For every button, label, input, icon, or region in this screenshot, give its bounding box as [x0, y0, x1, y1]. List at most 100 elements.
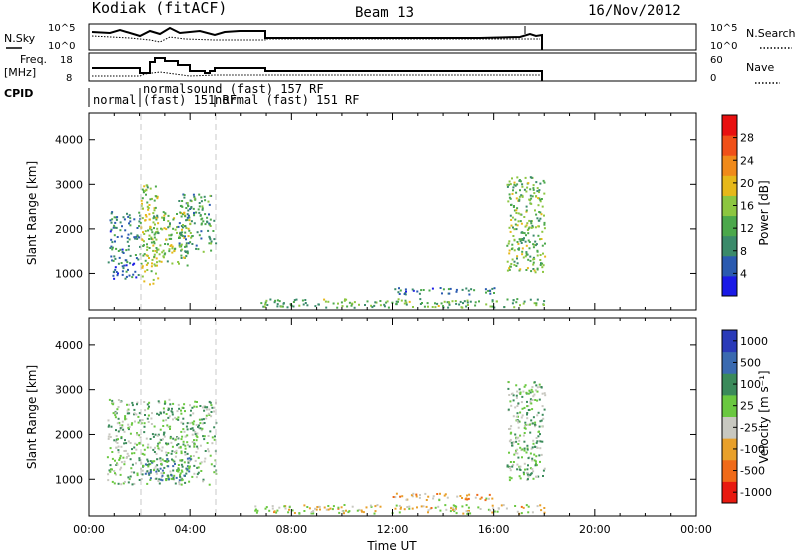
colorbar-swatch	[722, 175, 737, 196]
echo-cell	[331, 508, 334, 511]
echo-cell	[200, 237, 203, 240]
echo-cell	[147, 443, 150, 446]
echo-cell	[185, 219, 188, 222]
echo-cell	[337, 507, 340, 510]
echo-cell	[534, 226, 537, 229]
echo-cell	[161, 472, 164, 475]
echo-cell	[520, 401, 523, 404]
echo-cell	[513, 263, 516, 266]
echo-cell	[153, 451, 156, 453]
echo-cell	[516, 419, 519, 422]
echo-cell	[139, 436, 142, 439]
colorbar-swatch	[722, 235, 737, 257]
echo-cell	[199, 444, 202, 447]
echo-cell	[146, 464, 149, 466]
echo-cell	[201, 207, 204, 210]
echo-cell	[514, 184, 517, 187]
echo-cell	[171, 450, 174, 453]
echo-cell	[112, 401, 115, 404]
echo-cell	[195, 247, 198, 250]
echo-cell	[120, 436, 123, 438]
echo-cell	[125, 442, 128, 445]
echo-cell	[177, 403, 180, 406]
echo-cell	[189, 422, 192, 425]
freq-label-line2: [MHz]	[4, 66, 36, 79]
echo-cell	[110, 468, 113, 471]
echo-cell	[190, 220, 193, 223]
echo-cell	[195, 211, 198, 214]
echo-cell	[178, 222, 181, 225]
echo-cell	[343, 512, 345, 515]
echo-cell	[141, 452, 144, 455]
echo-cell	[451, 300, 454, 303]
nave-label: Nave	[746, 61, 774, 74]
echo-cell	[529, 431, 532, 434]
nsearch-label: N.Search	[746, 27, 796, 40]
echo-cell	[125, 249, 128, 252]
echo-cell	[144, 230, 147, 233]
echo-cell	[178, 407, 181, 410]
echo-cell	[163, 460, 166, 462]
echo-cell	[167, 460, 170, 462]
echo-cell	[467, 506, 470, 509]
echo-cell	[304, 302, 307, 304]
echo-cell	[379, 300, 382, 302]
echo-cell	[318, 505, 321, 508]
echo-cell	[203, 438, 206, 441]
echo-cell	[163, 227, 166, 230]
echo-cell	[523, 188, 526, 191]
echo-cell	[122, 482, 125, 485]
echo-cell	[149, 463, 152, 466]
echo-cell	[121, 265, 124, 268]
echo-cell	[200, 470, 203, 472]
echo-cell	[408, 505, 411, 508]
date-title: 16/Nov/2012	[588, 3, 681, 19]
echo-cell	[123, 264, 126, 267]
echo-cell	[188, 457, 191, 460]
echo-cell	[506, 260, 509, 263]
echo-cell	[136, 401, 139, 404]
echo-cell	[437, 505, 440, 508]
echo-cell	[124, 449, 127, 452]
echo-cell	[524, 240, 527, 243]
echo-cell	[152, 435, 155, 438]
echo-cell	[532, 395, 535, 398]
echo-cell	[517, 415, 519, 418]
echo-cell	[531, 446, 534, 449]
echo-cell	[123, 430, 126, 433]
echo-cell	[107, 261, 110, 264]
echo-cell	[271, 505, 274, 508]
echo-cell	[188, 467, 191, 470]
echo-cell	[535, 384, 538, 387]
echo-cell	[109, 470, 112, 473]
echo-cell	[117, 262, 120, 265]
echo-cell	[162, 211, 165, 214]
echo-cell	[115, 226, 118, 229]
echo-cell	[487, 289, 490, 292]
colorbar-swatch	[722, 215, 737, 237]
echo-cell	[539, 447, 542, 450]
echo-cell	[148, 405, 150, 408]
echo-cell	[133, 471, 136, 474]
echo-cell	[537, 435, 540, 438]
echo-cell	[325, 306, 328, 309]
echo-cell	[427, 511, 429, 514]
echo-cell	[541, 392, 544, 395]
echo-cell	[121, 426, 124, 429]
echo-cell	[177, 464, 180, 466]
echo-cell	[127, 481, 130, 484]
echo-cell	[459, 495, 462, 497]
echo-cell	[130, 423, 133, 426]
echo-cell	[529, 452, 532, 455]
echo-cell	[131, 422, 134, 425]
echo-cell	[180, 243, 183, 246]
echo-cell	[128, 238, 131, 241]
echo-cell	[181, 235, 184, 237]
echo-cell	[530, 176, 533, 179]
echo-cell	[177, 443, 180, 445]
echo-cell	[530, 270, 533, 273]
echo-cell	[517, 420, 520, 423]
colorbar-swatch	[722, 155, 737, 176]
